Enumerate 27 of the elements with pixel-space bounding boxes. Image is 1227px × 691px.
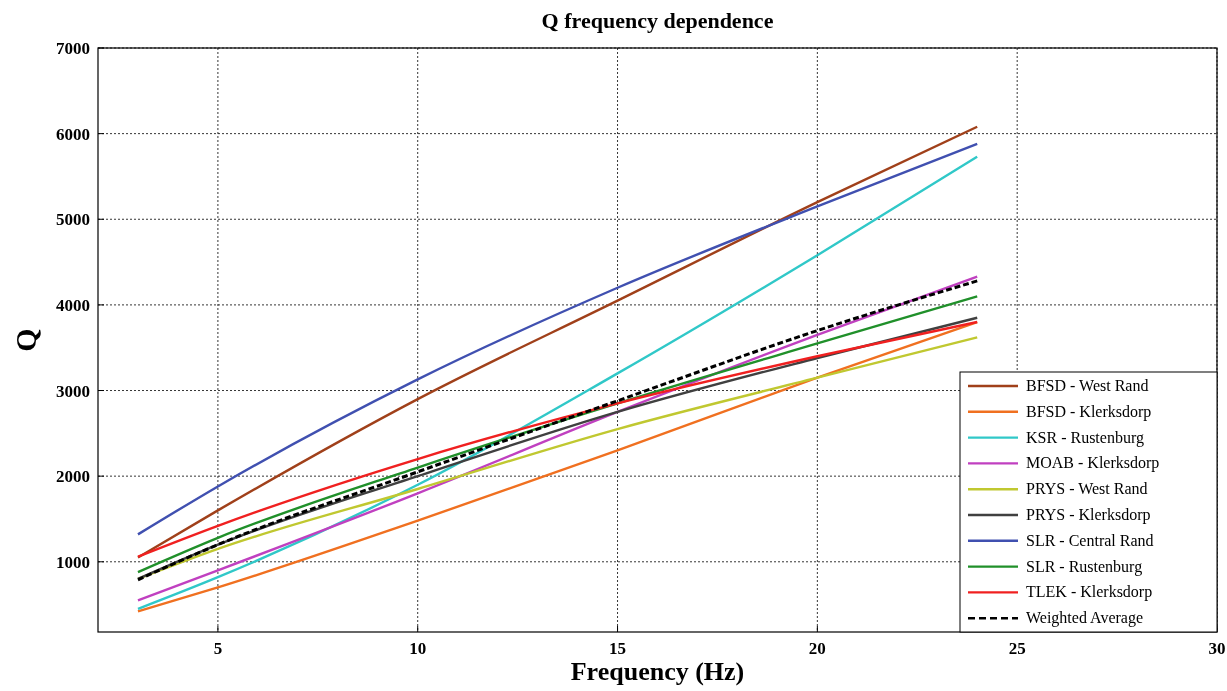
legend-label: KSR - Rustenburg xyxy=(1026,428,1144,447)
y-tick-label: 7000 xyxy=(56,39,90,58)
legend-label: TLEK - Klerksdorp xyxy=(1026,583,1153,602)
y-tick-label: 2000 xyxy=(56,467,90,487)
y-tick-label: 4000 xyxy=(56,295,90,315)
legend-label: PRYS - Klerksdorp xyxy=(1026,506,1151,524)
legend-label: Weighted Average xyxy=(1026,609,1144,628)
x-tick-label: 30 xyxy=(1208,639,1226,658)
legend-label: PRYS - West Rand xyxy=(1026,480,1148,498)
legend-label: SLR - Rustenburg xyxy=(1026,557,1143,576)
legend-label: SLR - Central Rand xyxy=(1026,531,1154,549)
y-tick-label: 5000 xyxy=(56,210,90,230)
chart-title: Q frequency dependence xyxy=(541,8,774,33)
y-axis-title: Q xyxy=(9,328,42,352)
x-tick-label: 10 xyxy=(409,639,427,658)
x-tick-label: 25 xyxy=(1008,639,1026,658)
x-tick-label: 20 xyxy=(808,639,826,658)
legend-label: BFSD - West Rand xyxy=(1026,377,1149,394)
line-series xyxy=(136,155,979,611)
x-tick-label: 5 xyxy=(213,639,223,658)
y-tick-label: 6000 xyxy=(56,124,90,144)
y-tick-label: 3000 xyxy=(56,381,90,401)
legend-label: MOAB - Klerksdorp xyxy=(1026,454,1160,473)
y-tick-label: 1000 xyxy=(56,552,90,572)
x-axis-title: Frequency (Hz) xyxy=(570,657,745,686)
x-tick-label: 15 xyxy=(609,639,627,658)
legend-label: BFSD - Klerksdorp xyxy=(1026,402,1152,421)
